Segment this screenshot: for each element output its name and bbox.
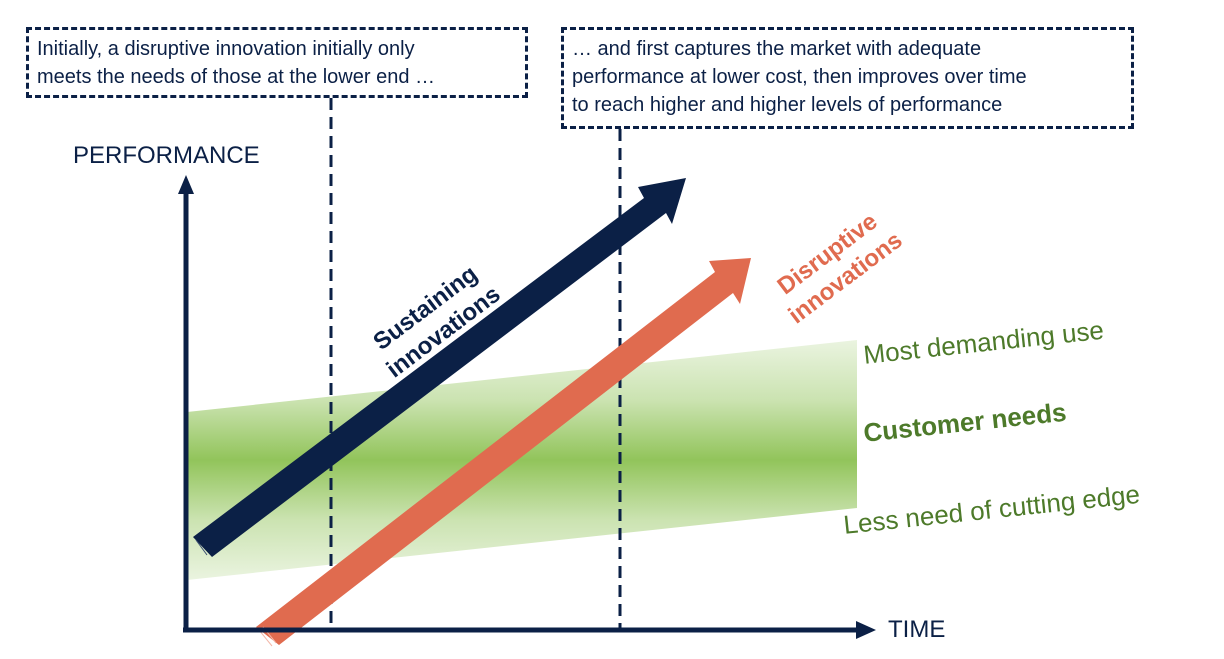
y-axis-label: PERFORMANCE [73, 142, 260, 169]
callout-left-line-2: meets the needs of those at the lower en… [37, 66, 436, 88]
callout-right-line-1: … and first captures the market with ade… [572, 38, 982, 60]
callout-box-lower-end: Initially, a disruptive innovation initi… [26, 27, 528, 98]
callout-right-line-3: to reach higher and higher levels of per… [572, 94, 1003, 116]
customer-needs-band [187, 340, 857, 580]
x-axis-label: TIME [888, 616, 946, 643]
callout-box-captures-market: … and first captures the market with ade… [561, 27, 1134, 129]
callout-right-line-2: performance at lower cost, then improves… [572, 66, 1027, 88]
sustaining-arrow [193, 178, 686, 557]
y-axis [178, 175, 194, 632]
x-axis [183, 621, 876, 639]
callout-left-line-1: Initially, a disruptive innovation initi… [37, 38, 415, 60]
